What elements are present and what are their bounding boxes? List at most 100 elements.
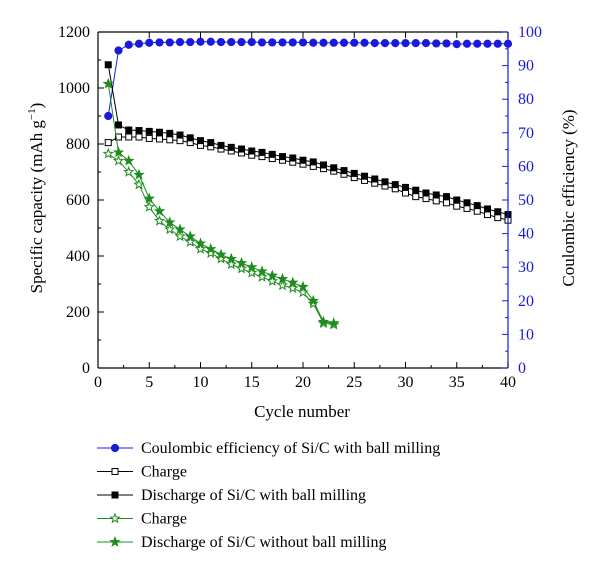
data-point-1-1 [115,133,122,141]
x-tick-label-3: 15 [244,374,260,391]
data-point-0-17 [278,38,287,47]
data-point-2-23 [340,167,348,175]
data-point-0-2 [124,40,133,49]
data-point-4-12 [225,252,237,264]
legend-label-0: Coulombic efficiency of Si/C with ball m… [141,440,440,457]
data-point-2-16 [268,150,276,158]
data-point-2-36 [473,202,481,210]
data-point-2-30 [412,186,420,194]
data-point-2-8 [186,134,194,142]
y-tick-label-0: 0 [82,360,90,377]
data-point-3-6 [164,223,176,235]
legend-label-3: Charge [141,511,187,528]
data-point-0-29 [401,38,410,48]
data-point-0-37 [483,39,492,48]
data-point-3-4 [143,200,155,212]
y2-tick-label-1: 10 [518,326,534,343]
data-point-0-8 [186,37,195,47]
series-line-0 [107,41,508,117]
legend-label-1: Charge [141,464,187,481]
data-point-0-18 [288,38,297,47]
y-tick-label-3: 600 [66,192,90,209]
legend-entry-0: Coulombic efficiency of Si/C with ball m… [97,440,440,457]
data-point-3-7 [174,230,186,242]
data-point-0-23 [339,38,349,47]
data-point-4-22 [328,317,340,329]
data-point-2-26 [371,175,379,183]
data-point-0-16 [268,38,277,47]
y2-tick-label-3: 30 [518,259,534,276]
data-point-0-19 [298,38,308,47]
data-point-4-6 [164,216,176,228]
legend-label-2: Discharge of Si/C with ball milling [141,487,366,504]
series-4 [102,77,340,329]
data-point-0-27 [380,38,390,48]
data-point-0-38 [493,39,502,48]
series-0 [104,37,513,121]
y2-tick-label-4: 40 [518,226,534,243]
data-point-1-4 [145,134,153,142]
y-tick-label-4: 800 [66,136,90,153]
y2-tick-label-8: 80 [518,91,534,108]
x-tick-label-8: 40 [500,374,516,391]
data-point-2-29 [402,183,409,191]
data-point-2-22 [330,164,338,172]
data-point-0-36 [473,39,482,48]
y2-tick-label-10: 100 [518,24,542,41]
data-point-2-19 [299,156,307,164]
data-point-2-17 [279,153,286,161]
data-point-2-15 [258,148,266,156]
data-point-2-4 [145,127,153,135]
data-point-4-18 [287,276,299,288]
data-point-2-27 [381,178,389,186]
data-point-0-0 [104,111,113,121]
x-tick-label-2: 10 [193,374,209,391]
data-point-1-38 [494,214,502,222]
data-point-3-2 [123,165,135,177]
data-point-2-38 [494,208,502,216]
data-point-4-21 [317,315,330,327]
data-point-2-37 [484,205,491,213]
data-point-2-24 [350,169,358,177]
y-tick-label-2: 400 [66,248,90,265]
legend-marker-2 [111,491,119,499]
legend-entry-2: Discharge of Si/C with ball milling [97,487,366,504]
data-point-1-33 [443,199,450,207]
data-point-3-5 [153,214,166,226]
data-point-2-7 [176,131,184,139]
data-point-2-35 [463,199,471,207]
y-axis-title-close: ) [27,103,46,109]
series-line-2 [107,64,509,216]
data-point-2-21 [320,161,327,169]
y2-tick-label-6: 60 [518,158,534,175]
legend-entry-1: Charge [97,464,187,481]
data-point-0-30 [411,38,420,48]
data-point-4-8 [184,230,196,242]
y2-axis-title: Coulombic efficiency (%) [559,109,578,286]
data-point-1-30 [412,193,420,201]
data-point-2-20 [309,158,317,166]
data-point-0-6 [165,38,174,47]
series-2 [104,61,512,219]
data-point-4-11 [215,248,227,260]
data-point-4-4 [143,192,155,204]
data-point-1-34 [453,202,461,210]
data-point-4-3 [133,168,145,180]
y-axis-title: Specific capacity (mAh g−1) [26,103,46,294]
data-point-0-13 [237,37,246,47]
legend-entry-3: Charge [97,511,187,528]
legend-label-4: Discharge of Si/C without ball milling [141,534,386,551]
legend: Coulombic efficiency of Si/C with ball m… [97,440,440,551]
data-point-2-34 [453,196,461,204]
x-axis-title: Cycle number [254,402,350,421]
y-axis-title-superscript: −1 [26,108,38,120]
x-tick-label-1: 5 [145,374,153,391]
data-point-3-11 [215,252,227,264]
x-tick-label-4: 20 [295,374,311,391]
data-point-1-5 [156,135,163,143]
data-point-0-7 [175,37,185,47]
data-point-2-33 [443,193,450,201]
data-point-4-9 [194,237,207,249]
series-line-4 [107,83,334,324]
